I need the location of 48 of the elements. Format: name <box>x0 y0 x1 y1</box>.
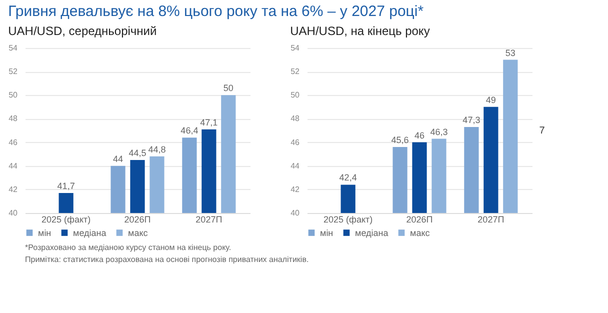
chart-subtitle: UAH/USD, середньорічний <box>8 24 157 38</box>
chart-title: Гривня девальвує на 8% цього року та на 6% – у 2027 році* <box>8 3 424 20</box>
data-label: 46,3 <box>430 126 448 137</box>
data-label: 46 <box>414 130 425 140</box>
data-label: 44 <box>113 154 124 164</box>
y-tick-label: 52 <box>8 67 18 76</box>
x-tick-label: 2025 (факт) <box>324 214 373 224</box>
y-tick-label: 50 <box>290 90 300 100</box>
legend-label: мін <box>320 228 334 238</box>
y-tick-label: 48 <box>290 114 300 124</box>
data-label: 44,5 <box>128 148 146 158</box>
y-tick-label: 52 <box>290 67 300 76</box>
y-tick-label: 46 <box>290 138 300 147</box>
data-label: 41,7 <box>57 180 75 191</box>
x-tick-label: 2026П <box>124 214 151 224</box>
data-label: 42,4 <box>339 172 357 183</box>
data-label: 45,6 <box>391 135 409 145</box>
data-label: 47,3 <box>462 114 480 125</box>
y-tick-label: 50 <box>8 90 18 100</box>
x-tick-label: 2027П <box>478 214 504 224</box>
y-tick-label: 44 <box>8 161 18 170</box>
y-tick-label: 40 <box>290 208 300 218</box>
x-tick-label: 2025 (факт) <box>42 214 91 224</box>
y-tick-label: 48 <box>8 114 18 124</box>
x-tick-label: 2027П <box>196 214 222 224</box>
chart-subtitle: UAH/USD, на кінець року <box>290 24 430 38</box>
text: 7 <box>539 126 546 136</box>
data-label: 47,1 <box>200 117 218 128</box>
legend-label: медіана <box>355 228 388 238</box>
data-label: 46,4 <box>180 126 198 136</box>
data-label: 49 <box>486 94 496 105</box>
x-tick-label: 2026П <box>406 214 433 224</box>
legend-label: медіана <box>73 228 106 238</box>
text: *Розраховано за медіаною курсу станом на кінець року. <box>25 243 232 252</box>
y-tick-label: 42 <box>8 184 18 194</box>
y-tick-label: 44 <box>290 161 300 170</box>
data-label: 44,8 <box>148 144 166 154</box>
y-tick-label: 54 <box>290 44 300 52</box>
legend-label: мін <box>38 228 52 238</box>
y-tick-label: 40 <box>8 208 18 218</box>
y-tick-label: 46 <box>8 138 18 147</box>
legend-label: макс <box>410 228 430 238</box>
legend-label: макс <box>128 228 148 238</box>
y-tick-label: 42 <box>290 184 300 194</box>
y-tick-label: 54 <box>8 44 18 52</box>
data-label: 50 <box>223 83 234 94</box>
data-label: 53 <box>505 48 516 58</box>
text: Примітка: статистика розрахована на основі прогнозів приватних аналітиків. <box>25 255 309 264</box>
